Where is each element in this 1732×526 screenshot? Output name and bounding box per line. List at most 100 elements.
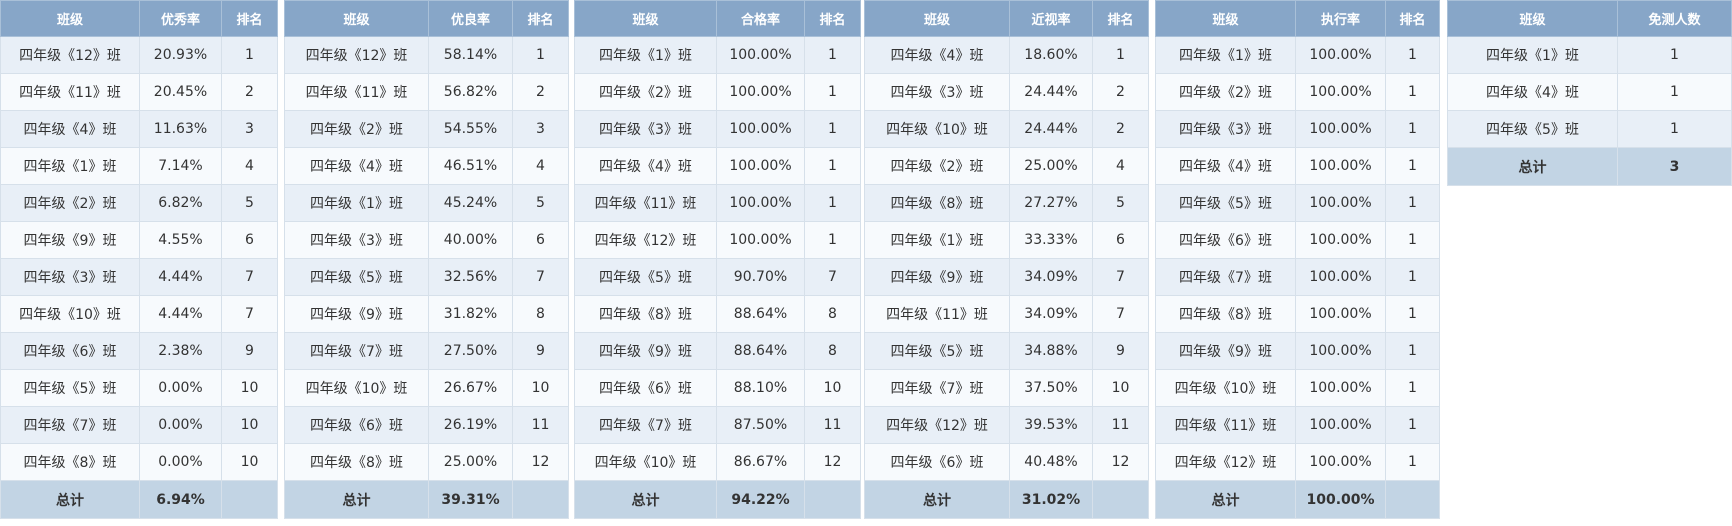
rank-cell: 1 [221, 36, 278, 74]
class-cell: 四年级《6》班 [574, 369, 717, 407]
class-cell: 四年级《11》班 [574, 184, 717, 222]
rate-cell: 100.00% [716, 184, 805, 222]
class-cell: 四年级《1》班 [284, 184, 429, 222]
table-row: 四年级《1》班 100.00% 1 [574, 36, 861, 74]
rank-cell: 1 [1385, 184, 1440, 222]
column-header-rank[interactable]: 排名 [512, 0, 569, 37]
column-header-myopia-rate[interactable]: 近视率 [1009, 0, 1093, 37]
rank-cell: 3 [512, 110, 569, 148]
rate-cell: 100.00% [1295, 110, 1386, 148]
rate-cell: 100.00% [1295, 406, 1386, 444]
table-row: 四年级《7》班 87.50% 11 [574, 406, 861, 444]
rate-cell: 100.00% [716, 147, 805, 185]
rate-cell: 100.00% [1295, 369, 1386, 407]
class-cell: 四年级《5》班 [1447, 110, 1618, 148]
column-header-execution-rate[interactable]: 执行率 [1295, 0, 1386, 37]
column-header-class[interactable]: 班级 [284, 0, 429, 37]
table-row: 四年级《8》班 27.27% 5 [864, 184, 1149, 222]
rate-cell: 6.82% [139, 184, 222, 222]
class-cell: 四年级《6》班 [1155, 221, 1296, 259]
exempt-count-table: 班级 免测人数 四年级《1》班 1 四年级《4》班 1 四年级《5》班 1 总计 3 [1447, 0, 1732, 186]
rank-cell: 1 [804, 147, 861, 185]
table-row: 四年级《11》班 20.45% 2 [0, 73, 278, 111]
total-rank-cell [512, 480, 569, 519]
table-row: 四年级《11》班 34.09% 7 [864, 295, 1149, 333]
rate-cell: 0.00% [139, 369, 222, 407]
rate-cell: 27.27% [1009, 184, 1093, 222]
class-cell: 四年级《9》班 [574, 332, 717, 370]
rank-cell: 1 [1385, 406, 1440, 444]
column-header-rank[interactable]: 排名 [1092, 0, 1149, 37]
total-value: 3 [1617, 147, 1732, 186]
column-header-class[interactable]: 班级 [1155, 0, 1296, 37]
count-cell: 1 [1617, 110, 1732, 148]
table-row: 四年级《3》班 100.00% 1 [1155, 110, 1440, 148]
table-row: 四年级《9》班 100.00% 1 [1155, 332, 1440, 370]
rate-cell: 4.55% [139, 221, 222, 259]
total-row: 总计 31.02% [864, 480, 1149, 519]
rank-cell: 2 [1092, 110, 1149, 148]
column-header-rank[interactable]: 排名 [1385, 0, 1440, 37]
table-row: 四年级《7》班 37.50% 10 [864, 369, 1149, 407]
class-cell: 四年级《6》班 [0, 332, 140, 370]
total-rank-cell [1385, 480, 1440, 519]
rate-cell: 90.70% [716, 258, 805, 296]
rank-cell: 10 [804, 369, 861, 407]
rate-cell: 26.67% [428, 369, 513, 407]
column-header-class[interactable]: 班级 [1447, 0, 1618, 37]
total-value: 100.00% [1295, 480, 1386, 519]
column-header-good-rate[interactable]: 优良率 [428, 0, 513, 37]
rank-cell: 7 [221, 295, 278, 333]
column-header-class[interactable]: 班级 [574, 0, 717, 37]
rate-cell: 32.56% [428, 258, 513, 296]
rank-cell: 1 [1092, 36, 1149, 74]
total-value: 39.31% [428, 480, 513, 519]
rank-cell: 7 [221, 258, 278, 296]
rank-cell: 2 [221, 73, 278, 111]
column-header-rank[interactable]: 排名 [221, 0, 278, 37]
table-row: 四年级《8》班 25.00% 12 [284, 443, 569, 481]
rate-cell: 34.88% [1009, 332, 1093, 370]
table-row: 四年级《12》班 39.53% 11 [864, 406, 1149, 444]
column-header-pass-rate[interactable]: 合格率 [716, 0, 805, 37]
rate-cell: 100.00% [1295, 221, 1386, 259]
table-row: 四年级《5》班 34.88% 9 [864, 332, 1149, 370]
rate-cell: 39.53% [1009, 406, 1093, 444]
rate-cell: 100.00% [1295, 36, 1386, 74]
table-row: 四年级《2》班 54.55% 3 [284, 110, 569, 148]
table-row: 四年级《1》班 45.24% 5 [284, 184, 569, 222]
total-label: 总计 [284, 480, 429, 519]
table-header-row: 班级 合格率 排名 [574, 0, 861, 37]
rank-cell: 11 [1092, 406, 1149, 444]
rank-cell: 4 [512, 147, 569, 185]
table-row: 四年级《7》班 0.00% 10 [0, 406, 278, 444]
table-row: 四年级《4》班 100.00% 1 [1155, 147, 1440, 185]
class-cell: 四年级《3》班 [864, 73, 1010, 111]
column-header-rank[interactable]: 排名 [804, 0, 861, 37]
table-row: 四年级《3》班 40.00% 6 [284, 221, 569, 259]
class-cell: 四年级《6》班 [284, 406, 429, 444]
rate-cell: 56.82% [428, 73, 513, 111]
rate-cell: 88.64% [716, 332, 805, 370]
column-header-class[interactable]: 班级 [864, 0, 1010, 37]
table-row: 四年级《9》班 88.64% 8 [574, 332, 861, 370]
column-header-excellent-rate[interactable]: 优秀率 [139, 0, 222, 37]
table-row: 四年级《12》班 100.00% 1 [1155, 443, 1440, 481]
table-row: 四年级《4》班 18.60% 1 [864, 36, 1149, 74]
class-cell: 四年级《10》班 [284, 369, 429, 407]
rank-cell: 1 [1385, 110, 1440, 148]
column-header-class[interactable]: 班级 [0, 0, 140, 37]
table-row: 四年级《5》班 1 [1447, 110, 1732, 148]
column-header-exempt-count[interactable]: 免测人数 [1617, 0, 1732, 37]
total-row: 总计 6.94% [0, 480, 278, 519]
class-cell: 四年级《9》班 [284, 295, 429, 333]
class-cell: 四年级《4》班 [1155, 147, 1296, 185]
table-row: 四年级《10》班 4.44% 7 [0, 295, 278, 333]
class-cell: 四年级《9》班 [0, 221, 140, 259]
rate-cell: 18.60% [1009, 36, 1093, 74]
rate-cell: 0.00% [139, 406, 222, 444]
class-cell: 四年级《12》班 [0, 36, 140, 74]
rank-cell: 10 [221, 406, 278, 444]
total-label: 总计 [574, 480, 717, 519]
rank-cell: 1 [1385, 73, 1440, 111]
